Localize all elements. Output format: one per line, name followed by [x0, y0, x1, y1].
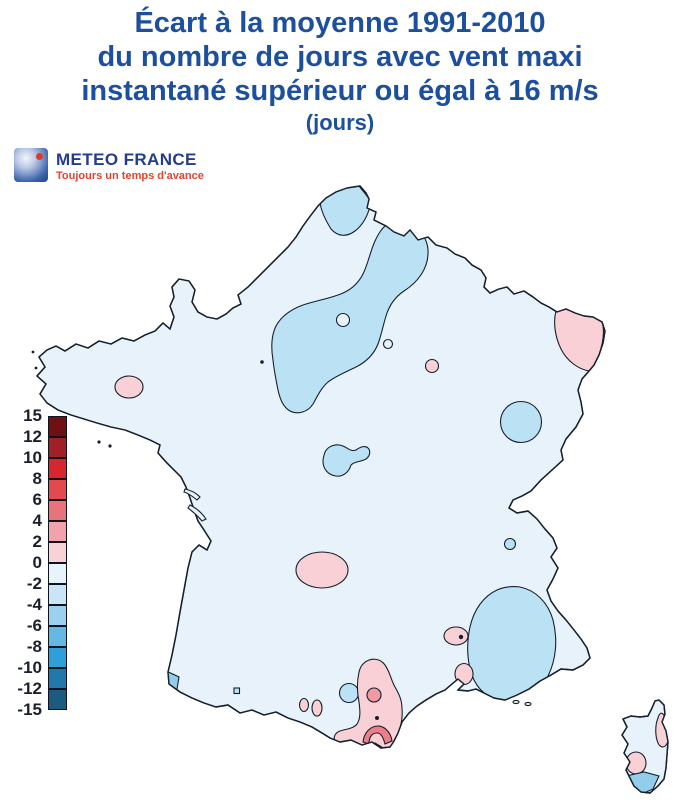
station-dot-avignon [458, 634, 464, 640]
ile-oleron [187, 504, 207, 522]
north-center-s-blob [271, 221, 429, 414]
ile-de-re [183, 488, 201, 501]
island-dot-south-brittany [108, 444, 112, 448]
title-line-1: Écart à la moyenne 1991-2010 [134, 7, 546, 39]
corsica-east-pink [655, 712, 668, 748]
rhone-small-dot [503, 537, 517, 551]
island-dot-west-brittany [31, 350, 35, 354]
title-unit: (jours) [305, 110, 375, 135]
title-line-2: du nombre de jours avec vent maxi [97, 41, 583, 73]
jura-circle-blob [499, 400, 543, 444]
provence-egg-blob [467, 586, 557, 702]
meteo-france-logo-icon [14, 148, 48, 182]
station-dot-normandy [260, 360, 264, 364]
title-line-3: instantané supérieur ou égal à 16 m/s [81, 75, 599, 107]
meteo-france-logo: METEO FRANCE Toujours un temps d'avance [14, 148, 204, 183]
hyeres-island-west [512, 699, 520, 705]
logo-tagline: Toujours un temps d'avance [56, 170, 204, 182]
pyrenees-pink-spot-east [311, 699, 323, 717]
france-coastline [36, 185, 606, 749]
brittany-pink-spot [114, 375, 144, 399]
marseille-pink-spot [454, 662, 474, 686]
perpignan-coast-arc [362, 725, 393, 745]
center-gourd-blob [322, 444, 371, 477]
lorraine-pink-dot [424, 358, 440, 374]
logo-name: METEO FRANCE [56, 150, 197, 169]
station-dot-languedoc [375, 716, 379, 720]
toulouse-circle-blob [338, 682, 360, 704]
avignon-pink-spot [443, 626, 469, 646]
hyeres-island-east [524, 701, 532, 707]
belle-ile-dot [97, 440, 101, 444]
languedoc-inner-circle [366, 687, 382, 703]
pyrenees-pink-spot-west [298, 697, 310, 713]
corsica-coastline [621, 699, 669, 794]
small-contour-circle [382, 338, 394, 350]
tiny-square-marker [233, 687, 241, 695]
massif-central-pink-ellipse [295, 551, 349, 589]
page-title: Écart à la moyenne 1991-2010 du nombre d… [0, 6, 680, 138]
island-dot-ouessant [34, 366, 38, 370]
logo-red-dot-icon [36, 153, 43, 160]
corsica-south-patch [625, 771, 660, 793]
s-blob-inner-hole [335, 312, 351, 328]
